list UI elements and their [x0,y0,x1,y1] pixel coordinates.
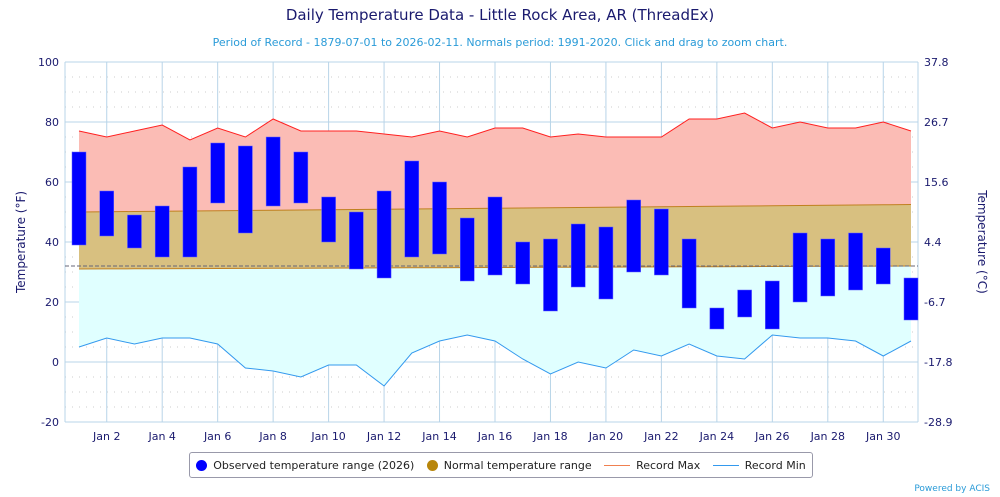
observed-bar [737,289,752,318]
observed-bar [543,238,558,312]
observed-bar [432,181,447,255]
plot-area[interactable]: -20 -28.9 0 -17.8 20 -6.7 40 4.4 60 15.6 80 26.7 100… [0,0,1000,450]
x-tick-label: Jan 26 [754,430,789,443]
observed-bar [681,238,697,309]
y-tick-label: 80 [45,116,59,129]
y-right-axis-label: Temperature (°C) [975,189,989,294]
y-tick-label: 0 [52,356,59,369]
observed-bar [182,166,198,258]
observed-bar [154,205,170,258]
chart-subtitle: Period of Record - 1879-07-01 to 2026-02… [212,36,788,49]
y-tick-label: 100 [38,56,59,69]
legend-label: Observed temperature range (2026) [213,458,415,472]
observed-bar [376,190,392,279]
record-min-line-icon [712,464,739,466]
observed-bar [238,145,253,234]
legend-record-max[interactable]: Record Max [604,459,700,472]
legend-observed[interactable]: Observed temperature range (2026) [196,459,414,472]
record-min-area [79,266,911,386]
y-right-tick-label: -6.7 [924,296,945,309]
x-tick-label: Jan 6 [203,430,231,443]
x-tick-label: Jan 16 [477,430,512,443]
observed-bar [820,238,836,297]
observed-bar [848,232,863,291]
x-tick-label: Jan 18 [532,430,567,443]
observed-bar [765,280,780,330]
y-right-tick-label: 37.8 [924,56,949,69]
observed-bar [570,223,586,288]
observed-bar [487,196,503,276]
y-tick-label: 60 [45,176,59,189]
observed-bar [99,190,114,237]
y-tick-label: 20 [45,296,59,309]
y-right-tick-label: -17.8 [924,356,952,369]
y-right-tick-label: 26.7 [924,116,949,129]
y-right-tick-label: -28.9 [924,416,952,429]
observed-bar [903,277,919,321]
observed-bar [598,226,614,300]
record-max-area [79,113,911,212]
observed-bar [792,232,808,303]
legend-normal[interactable]: Normal temperature range [426,458,592,472]
x-tick-label: Jan 8 [258,430,286,443]
observed-bar [321,196,336,243]
x-tick-label: Jan 24 [699,430,734,443]
x-tick-label: Jan 10 [310,430,345,443]
observed-bar [71,151,87,246]
legend-label: Normal temperature range [443,458,592,472]
observed-bar [349,211,364,270]
chart-title: Daily Temperature Data - Little Rock Are… [285,6,715,24]
x-tick-label: Jan 12 [366,430,401,443]
record-min-line [78,334,912,387]
x-tick-label: Jan 30 [865,430,900,443]
observed-bar [709,307,725,330]
observed-bar [127,214,142,249]
y-right-tick-label: 15.6 [924,176,949,189]
observed-marker-icon [196,459,208,471]
observed-bar [404,160,420,258]
x-tick-label: Jan 20 [588,430,623,443]
observed-bar [293,151,309,204]
observed-bar [876,247,891,285]
x-tick-label: Jan 28 [810,430,845,443]
y-right-tick-label: 4.4 [924,236,942,249]
y-tick-label: -20 [41,416,59,429]
observed-bar [515,241,530,285]
record-max-line [78,112,912,141]
record-max-line-icon [604,464,631,466]
legend-record-min[interactable]: Record Min [712,458,806,472]
x-tick-label: Jan 2 [92,430,120,443]
legend: Observed temperature range (2026) Normal… [189,452,813,478]
legend-label: Record Max [636,458,701,472]
observed-bar [460,217,475,282]
y-tick-label: 40 [45,236,59,249]
observed-bar [210,142,225,204]
x-tick-label: Jan 14 [421,430,456,443]
observed-bar [626,199,641,273]
y-axis-label: Temperature (°F) [14,191,28,294]
observed-bar [654,208,669,276]
normal-marker-icon [426,459,438,471]
observed-bar [265,136,281,207]
x-tick-label: Jan 4 [147,430,175,443]
legend-label: Record Min [744,458,806,472]
x-tick-label: Jan 22 [643,430,678,443]
powered-by-link[interactable]: Powered by ACIS [914,484,990,494]
